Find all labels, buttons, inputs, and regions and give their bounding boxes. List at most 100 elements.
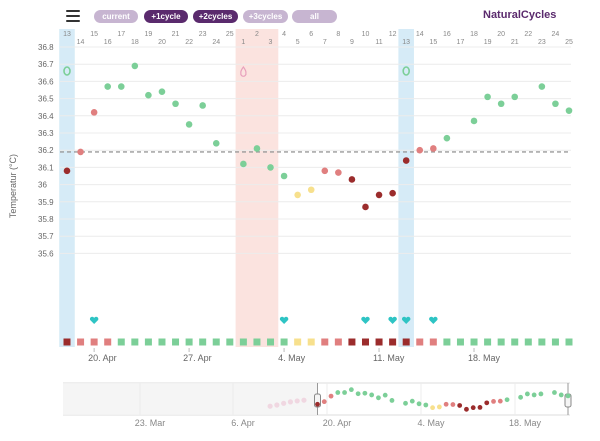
period-drop-icon — [240, 65, 247, 77]
overview-point — [504, 397, 510, 403]
cycle-day-label: 13 — [402, 39, 410, 46]
temperature-point[interactable] — [443, 134, 451, 142]
overview-point — [369, 392, 375, 398]
day-status-square — [429, 338, 437, 346]
temperature-point[interactable] — [240, 160, 247, 168]
y-tick-label: 36.1 — [38, 163, 54, 172]
temperature-point[interactable] — [90, 109, 98, 116]
day-status-row — [63, 338, 573, 346]
cycle-day-label: 6 — [309, 31, 313, 38]
cycle-day-label: 17 — [117, 31, 125, 38]
cycle-day-label: 22 — [524, 31, 532, 38]
temperature-point[interactable] — [172, 100, 179, 108]
temperature-point[interactable] — [158, 88, 166, 96]
temperature-point[interactable] — [267, 164, 274, 171]
temperature-point[interactable] — [104, 83, 112, 90]
date-label: 27. Apr — [183, 353, 212, 363]
overview-faded-point — [267, 403, 273, 409]
overview-point — [321, 399, 327, 405]
temperature-point[interactable] — [321, 167, 329, 175]
temperature-point[interactable] — [212, 140, 220, 147]
temperature-point[interactable] — [389, 189, 396, 197]
overview-point — [518, 394, 524, 400]
cycle-day-label: 21 — [172, 31, 180, 38]
filter-all-button[interactable]: all — [292, 10, 337, 23]
heart-icon — [361, 316, 370, 324]
temperature-point[interactable] — [63, 167, 71, 175]
y-tick-label: 35.6 — [38, 249, 54, 258]
temperature-point[interactable] — [470, 117, 478, 125]
temperature-point[interactable] — [552, 100, 559, 108]
temperature-point[interactable] — [497, 100, 505, 108]
temperature-point[interactable] — [416, 146, 424, 154]
day-status-square — [538, 338, 546, 346]
temperature-point[interactable] — [402, 157, 410, 164]
filter-current-button[interactable]: current — [94, 10, 138, 23]
temperature-point[interactable] — [253, 145, 261, 152]
overview-point — [450, 402, 456, 407]
hamburger-menu-icon[interactable] — [66, 10, 80, 22]
day-status-square — [361, 338, 369, 346]
temperature-point[interactable] — [77, 148, 84, 156]
day-status-square — [253, 338, 261, 346]
overview-faded-point — [294, 398, 300, 404]
overview-point — [335, 390, 341, 395]
overview-point — [423, 402, 429, 408]
cycle-day-label: 18 — [131, 39, 139, 46]
temperature-point[interactable] — [430, 145, 437, 152]
cycle-day-label: 23 — [538, 39, 546, 46]
temperature-point[interactable] — [484, 93, 491, 101]
cycle-day-label: 12 — [389, 31, 397, 38]
day-status-square — [239, 338, 247, 346]
overview-point — [382, 392, 388, 398]
temperature-point[interactable] — [145, 91, 152, 99]
temperature-point[interactable] — [565, 107, 573, 114]
temperature-point[interactable] — [307, 186, 315, 194]
cycle-day-label: 24 — [552, 31, 560, 38]
filter-plus-3-cycles-button[interactable]: +3cycles — [243, 10, 288, 23]
overview-date-label: 4. May — [417, 418, 445, 428]
filter-plus-1-cycle-button[interactable]: +1cycle — [144, 10, 188, 23]
overview-point — [531, 392, 537, 398]
temperature-point[interactable] — [362, 203, 369, 211]
temperature-point[interactable] — [117, 83, 125, 90]
overview-point — [443, 401, 449, 407]
day-status-square — [280, 338, 288, 346]
overview-point — [491, 399, 496, 404]
day-status-square — [565, 338, 573, 346]
band-period-1 — [235, 29, 279, 347]
overview-navigator: 23. Mar 6. Apr 20. Apr 4. May 18. May — [63, 382, 572, 428]
top-markers — [63, 65, 410, 77]
temperature-point[interactable] — [348, 176, 356, 183]
y-tick-label: 36.5 — [38, 95, 54, 104]
temperature-point[interactable] — [335, 169, 342, 176]
day-status-square — [104, 338, 112, 346]
temperature-point[interactable] — [538, 83, 546, 90]
y-axis-ticks: 36.8 36.7 36.6 36.5 36.4 36.3 36.2 36.1 36 35.9 35… — [38, 43, 54, 258]
y-tick-label: 36.8 — [38, 43, 54, 52]
overview-point — [348, 387, 354, 393]
temperature-point[interactable] — [131, 62, 139, 70]
cycle-day-label: 8 — [336, 31, 340, 38]
overview-faded-point — [301, 397, 307, 403]
day-status-square — [144, 338, 152, 346]
overview-point — [538, 391, 544, 397]
overview-point — [355, 391, 361, 397]
filter-plus-2-cycles-button[interactable]: +2cycles — [193, 10, 238, 23]
cycle-day-label: 24 — [212, 39, 220, 46]
overview-date-label: 23. Mar — [135, 418, 166, 428]
day-status-square — [158, 338, 166, 346]
temperature-point[interactable] — [294, 191, 301, 199]
overview-point — [524, 391, 530, 397]
overview-date-label: 6. Apr — [231, 418, 255, 428]
temperature-point[interactable] — [511, 93, 519, 101]
y-axis-title: Temperatur (°C) — [8, 154, 18, 218]
temperature-point[interactable] — [375, 191, 383, 199]
temperature-point[interactable] — [185, 121, 193, 128]
temperature-point[interactable] — [199, 102, 206, 109]
temperature-point[interactable] — [280, 172, 288, 180]
cycle-day-label: 25 — [226, 31, 234, 38]
day-status-square — [267, 338, 275, 346]
cycle-day-label: 19 — [484, 39, 492, 46]
